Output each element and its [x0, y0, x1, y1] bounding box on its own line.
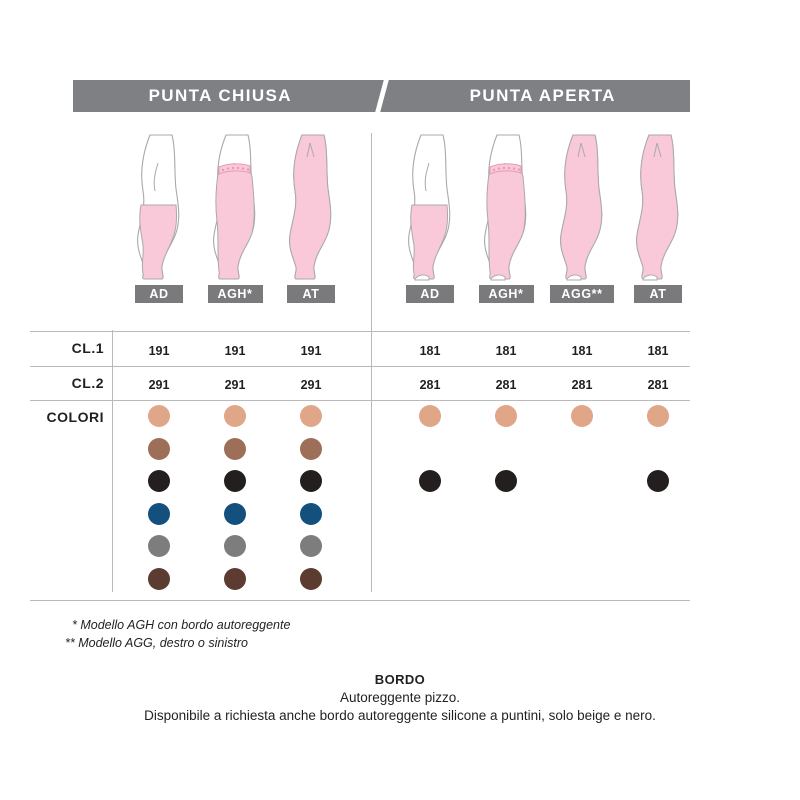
- cell-cl2-aperta-2: 281: [571, 378, 593, 392]
- leg-diagram-punta-aperta-agh: [475, 133, 537, 283]
- color-swatch-chiusa-0-grigio[interactable]: [148, 535, 170, 557]
- color-swatch-chiusa-0-marrone[interactable]: [148, 567, 170, 590]
- row-label-cl-2: CL.2: [71, 375, 104, 391]
- leg-diagram-punta-aperta-ad: [399, 133, 461, 283]
- cell-cl1-chiusa-2: 191: [300, 344, 322, 358]
- color-swatch-chiusa-2-marrone[interactable]: [300, 567, 322, 590]
- banner-label-punta-aperta: PUNTA APERTA: [469, 86, 616, 105]
- leg-diagram-punta-chiusa-ad: [128, 133, 190, 283]
- divider-row-cl2-top: [30, 366, 690, 367]
- banner-label-punta-chiusa: PUNTA CHIUSA: [148, 86, 292, 105]
- color-swatch-chiusa-0-blu-petrolio[interactable]: [148, 502, 170, 525]
- footnote-agh: * Modello AGH con bordo autoreggente: [72, 618, 291, 632]
- color-swatch-chiusa-1-nero[interactable]: [224, 470, 246, 492]
- color-swatch-chiusa-2-grigio[interactable]: [300, 535, 322, 557]
- row-label-colori: COLORI: [46, 409, 104, 425]
- color-swatch-chiusa-2-nero[interactable]: [300, 470, 322, 492]
- leg-diagram-punta-chiusa-agh: [204, 133, 266, 283]
- leg-diagram-punta-aperta-at: [627, 133, 689, 283]
- section-header-banner: PUNTA CHIUSA PUNTA APERTA: [73, 76, 690, 116]
- cell-cl1-aperta-0: 181: [419, 344, 441, 358]
- color-swatch-aperta-3-beige[interactable]: [647, 405, 669, 427]
- model-chip-punta-chiusa-at[interactable]: AT: [287, 285, 335, 303]
- divider-row-colori-top: [30, 400, 690, 401]
- figure-strip: AD AGH* AT: [112, 133, 690, 305]
- cell-cl1-chiusa-0: 191: [148, 344, 170, 358]
- divider-row-cl1-top: [30, 331, 690, 332]
- color-swatch-chiusa-1-beige[interactable]: [224, 405, 246, 427]
- color-swatch-aperta-0-beige[interactable]: [419, 405, 441, 427]
- cell-cl2-chiusa-1: 291: [224, 378, 246, 392]
- cell-cl1-aperta-3: 181: [647, 344, 669, 358]
- color-swatch-aperta-3-nero[interactable]: [647, 470, 669, 492]
- cell-cl1-chiusa-1: 191: [224, 344, 246, 358]
- model-chip-punta-aperta-agh[interactable]: AGH*: [478, 285, 534, 303]
- color-swatch-chiusa-1-blu-petrolio[interactable]: [224, 502, 246, 525]
- color-swatch-chiusa-0-beige[interactable]: [148, 405, 170, 427]
- color-swatch-chiusa-1-grigio[interactable]: [224, 535, 246, 557]
- cell-cl2-chiusa-0: 291: [148, 378, 170, 392]
- divider-vertical-rowlabel: [112, 330, 113, 592]
- color-swatch-aperta-1-nero[interactable]: [495, 470, 517, 492]
- model-chip-punta-aperta-ad[interactable]: AD: [406, 285, 454, 303]
- bordo-line-2: Disponibile a richiesta anche bordo auto…: [144, 708, 656, 723]
- divider-table-bottom: [30, 600, 690, 601]
- color-swatch-chiusa-2-blu-petrolio[interactable]: [300, 502, 322, 525]
- leg-diagram-punta-aperta-agg: [551, 133, 613, 283]
- color-swatch-chiusa-0-nero[interactable]: [148, 470, 170, 492]
- leg-diagram-punta-chiusa-at: [280, 133, 342, 283]
- model-chip-punta-chiusa-ad[interactable]: AD: [135, 285, 183, 303]
- color-swatch-aperta-1-beige[interactable]: [495, 405, 517, 427]
- color-swatch-chiusa-1-caramello[interactable]: [224, 437, 246, 460]
- model-chip-punta-aperta-at[interactable]: AT: [634, 285, 682, 303]
- cell-cl2-aperta-0: 281: [419, 378, 441, 392]
- color-swatch-aperta-2-beige[interactable]: [571, 405, 593, 427]
- model-chip-punta-aperta-agg[interactable]: AGG**: [549, 285, 615, 303]
- color-swatch-chiusa-0-caramello[interactable]: [148, 437, 170, 460]
- color-swatch-chiusa-1-marrone[interactable]: [224, 567, 246, 590]
- row-label-cl-1: CL.1: [71, 340, 104, 356]
- model-chip-punta-chiusa-agh[interactable]: AGH*: [207, 285, 263, 303]
- cell-cl1-aperta-1: 181: [495, 344, 517, 358]
- footnote-agg: ** Modello AGG, destro o sinistro: [65, 636, 248, 650]
- bordo-line-1: Autoreggente pizzo.: [339, 690, 461, 705]
- cell-cl2-aperta-3: 281: [647, 378, 669, 392]
- bordo-title: BORDO: [374, 672, 426, 687]
- color-swatch-chiusa-2-beige[interactable]: [300, 405, 322, 427]
- cell-cl1-aperta-2: 181: [571, 344, 593, 358]
- cell-cl2-aperta-1: 281: [495, 378, 517, 392]
- color-swatch-chiusa-2-caramello[interactable]: [300, 437, 322, 460]
- color-swatch-aperta-0-nero[interactable]: [419, 470, 441, 492]
- divider-vertical-center: [371, 133, 372, 592]
- cell-cl2-chiusa-2: 291: [300, 378, 322, 392]
